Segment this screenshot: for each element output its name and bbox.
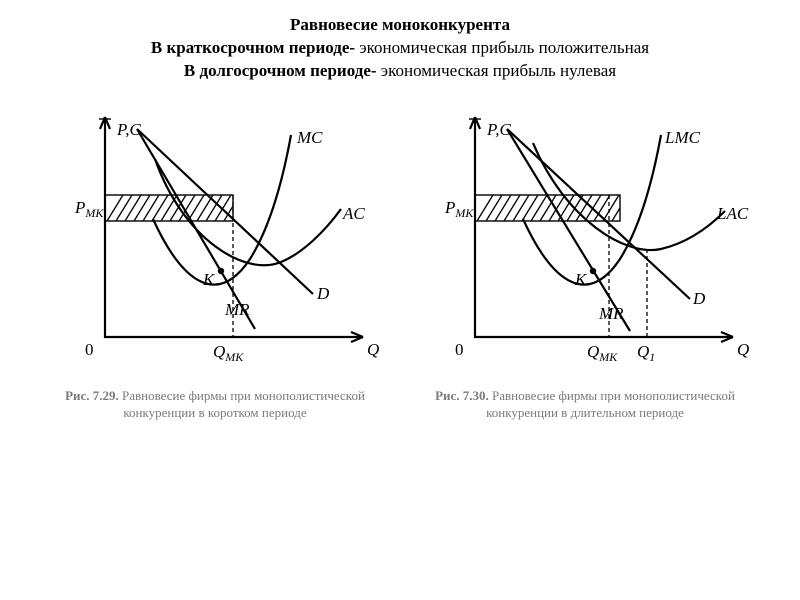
k-point bbox=[218, 268, 224, 274]
d-label: D bbox=[316, 284, 330, 303]
right-chart-wrap: P,C Q 0 PMK QMK Q1 LMC LAC D MR K Рис. 7… bbox=[405, 99, 765, 422]
mr-curve-r bbox=[507, 129, 630, 331]
line2-rest: экономическая прибыль положительная bbox=[359, 38, 649, 57]
q1-label: Q1 bbox=[637, 342, 655, 364]
left-chart-wrap: P,C Q 0 PMK QMK MC AC D MR K Рис. 7.29. … bbox=[35, 99, 395, 422]
mr-label: MR bbox=[224, 300, 250, 319]
profit-hatch bbox=[107, 195, 233, 221]
line3-rest: экономическая прибыль нулевая bbox=[381, 61, 616, 80]
right-chart: P,C Q 0 PMK QMK Q1 LMC LAC D MR K bbox=[415, 99, 755, 379]
left-caption-rest: Равновесие фирмы при монополистической к… bbox=[119, 388, 365, 421]
right-caption: Рис. 7.30. Равновесие фирмы при монополи… bbox=[405, 379, 765, 422]
d-label-r: D bbox=[692, 289, 706, 308]
mc-label: MC bbox=[296, 128, 323, 147]
y-axis-label-r: P,C bbox=[486, 120, 511, 139]
right-caption-bold: Рис. 7.30. bbox=[435, 388, 489, 403]
d-curve-r bbox=[507, 129, 690, 299]
left-caption-bold: Рис. 7.29. bbox=[65, 388, 119, 403]
ac-curve bbox=[155, 159, 341, 265]
header-block: Равновесие моноконкурента В краткосрочно… bbox=[0, 0, 800, 93]
lac-label: LAC bbox=[716, 204, 749, 223]
qty-label: QMK bbox=[213, 342, 244, 364]
line2-bold: В краткосрочном периоде- bbox=[151, 38, 359, 57]
x-axis-label: Q bbox=[367, 340, 379, 359]
left-chart: P,C Q 0 PMK QMK MC AC D MR K bbox=[45, 99, 385, 379]
ac-label: AC bbox=[342, 204, 365, 223]
line3: В долгосрочном периоде- экономическая пр… bbox=[20, 60, 780, 83]
price-label: PMK bbox=[74, 198, 104, 220]
k-label: K bbox=[202, 270, 216, 289]
line2: В краткосрочном периоде- экономическая п… bbox=[20, 37, 780, 60]
charts-row: P,C Q 0 PMK QMK MC AC D MR K Рис. 7.29. … bbox=[0, 93, 800, 422]
k-label-r: K bbox=[574, 270, 588, 289]
lmc-label: LMC bbox=[664, 128, 701, 147]
k-point-r bbox=[590, 268, 596, 274]
right-caption-rest: Равновесие фирмы при монополистической к… bbox=[486, 388, 735, 421]
origin-label-r: 0 bbox=[455, 340, 464, 359]
lac-curve bbox=[533, 143, 725, 250]
title: Равновесие моноконкурента bbox=[20, 14, 780, 37]
y-axis-label: P,C bbox=[116, 120, 141, 139]
x-axis-label-r: Q bbox=[737, 340, 749, 359]
qmk-label: QMK bbox=[587, 342, 618, 364]
price-label-r: PMK bbox=[444, 198, 474, 220]
line3-bold: В долгосрочном периоде- bbox=[184, 61, 381, 80]
origin-label: 0 bbox=[85, 340, 94, 359]
mr-label-r: MR bbox=[598, 304, 624, 323]
left-caption: Рис. 7.29. Равновесие фирмы при монополи… bbox=[35, 379, 395, 422]
